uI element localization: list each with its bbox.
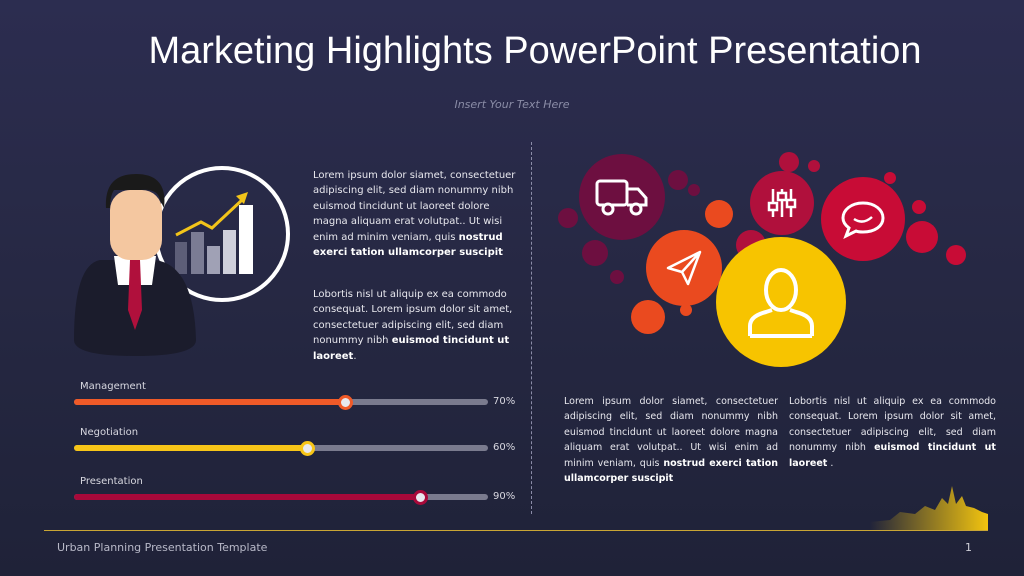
right-paragraph-2: Lobortis nisl ut aliquip ex ea commodo c… bbox=[789, 396, 996, 469]
sliders-bubble bbox=[750, 171, 814, 235]
skill-slider[interactable] bbox=[74, 489, 488, 505]
businessman-chart-illustration bbox=[74, 166, 290, 356]
skill-percent: 60% bbox=[493, 442, 516, 453]
businessman-icon bbox=[74, 174, 196, 356]
page-number: 1 bbox=[965, 541, 972, 554]
city-skyline-graphic bbox=[870, 486, 988, 530]
right-paragraph-1: Lorem ipsum dolor siamet, consectetuer a… bbox=[564, 396, 778, 485]
skill-knob[interactable] bbox=[300, 440, 316, 456]
paper-plane-icon bbox=[666, 250, 702, 286]
truck-bubble bbox=[579, 154, 665, 240]
skill-label: Presentation bbox=[80, 476, 143, 487]
skill-knob[interactable] bbox=[412, 489, 428, 505]
skill-slider[interactable] bbox=[74, 394, 488, 410]
skill-fill bbox=[74, 494, 421, 500]
skill-knob[interactable] bbox=[337, 394, 353, 410]
footer-text: Urban Planning Presentation Template bbox=[57, 541, 268, 554]
skill-percent: 90% bbox=[493, 491, 516, 502]
skill-percent: 70% bbox=[493, 396, 516, 407]
skill-fill bbox=[74, 445, 309, 451]
slide-subtitle: Insert Your Text Here bbox=[454, 98, 570, 111]
skill-label: Negotiation bbox=[80, 427, 139, 438]
left-paragraph-2: Lobortis nisl ut aliquip ex ea commodo c… bbox=[313, 289, 513, 362]
chat-bubble-icon bbox=[841, 201, 885, 239]
user-bubble bbox=[716, 237, 846, 367]
chat-bubble bbox=[821, 177, 905, 261]
paper-plane-bubble bbox=[646, 230, 722, 306]
bar-chart-icon bbox=[175, 192, 253, 274]
skill-slider[interactable] bbox=[74, 440, 488, 456]
slide-title: Marketing Highlights PowerPoint Presenta… bbox=[148, 30, 922, 72]
sliders-icon bbox=[767, 189, 797, 217]
user-icon bbox=[748, 268, 814, 338]
truck-icon bbox=[595, 179, 648, 216]
left-paragraph-1: Lorem ipsum dolor siamet, consectetuer a… bbox=[313, 170, 516, 259]
skill-fill bbox=[74, 399, 346, 405]
skill-label: Management bbox=[80, 381, 146, 392]
dashed-divider bbox=[531, 142, 532, 514]
footer-line bbox=[44, 530, 988, 531]
